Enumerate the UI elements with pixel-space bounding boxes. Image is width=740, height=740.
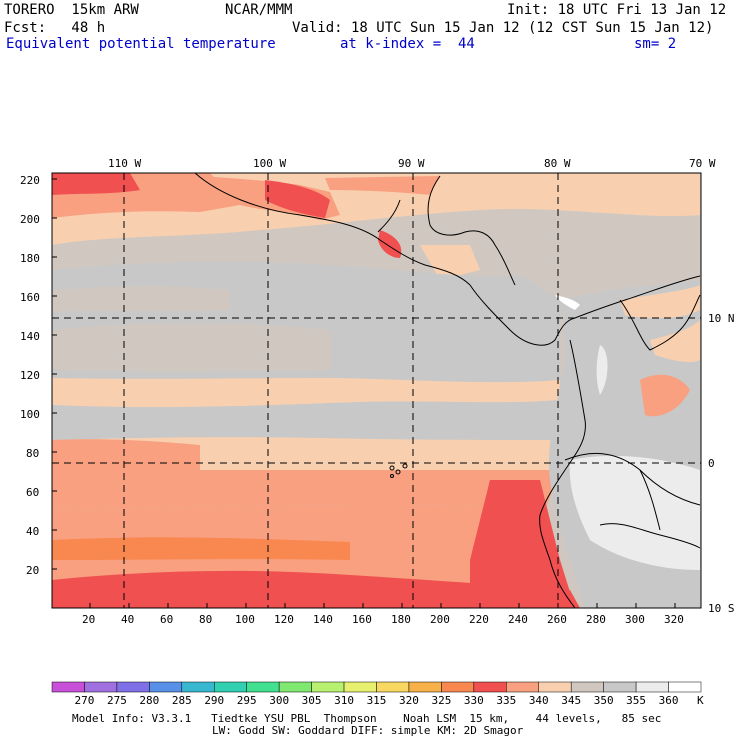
colorbar [51,681,702,693]
colorbar-swatch [149,681,183,693]
plot-frame [51,172,702,609]
lon-label-80w: 80 W [544,157,571,170]
colorbar-level-label: 350 [593,694,614,707]
lat-label-0: 0 [708,457,715,470]
colorbar-level-label: 290 [204,694,225,707]
colorbar-level-label: 300 [269,694,290,707]
colorbar-swatch [181,681,215,693]
lat-label-10n: 10 N [708,312,735,325]
colorbar-level-label: 275 [106,694,127,707]
colorbar-level-label: 295 [236,694,257,707]
model-info: Model Info: V3.3.1 Tiedtke YSU PBL Thomp… [72,712,662,725]
temperature-field [52,173,701,608]
center-name: NCAR/MMM [225,2,293,18]
valid-time: Valid: 18 UTC Sun 15 Jan 12 (12 CST Sun … [292,20,714,36]
colorbar-swatch [441,681,475,693]
colorbar-swatch [668,681,702,693]
colorbar-level-label: 315 [366,694,387,707]
colorbar-swatch [343,681,377,693]
y-tick: 20 [26,564,40,577]
x-tick: 80 [199,613,213,626]
colorbar-level-label: 360 [658,694,679,707]
x-tick: 260 [547,613,567,626]
y-tick: 160 [20,291,40,304]
colorbar-swatch [570,681,604,693]
x-tick: 240 [508,613,528,626]
colorbar-level-label: 335 [496,694,517,707]
colorbar-unit: K [697,694,704,707]
x-tick: 320 [664,613,684,626]
y-tick: 100 [20,408,40,421]
x-tick: 140 [313,613,333,626]
colorbar-swatch [246,681,280,693]
graticule [52,173,701,608]
colorbar-level-label: 345 [561,694,582,707]
x-tick: 180 [391,613,411,626]
colorbar-level-label: 310 [334,694,354,707]
y-tick: 140 [20,330,40,343]
model-name: TORERO 15km ARW [4,2,139,18]
colorbar-swatch [116,681,150,693]
colorbar-swatch [635,681,669,693]
lon-label-90w: 90 W [398,157,425,170]
colorbar-swatch [538,681,572,693]
x-tick: 220 [469,613,489,626]
colorbar-level-label: 280 [139,694,160,707]
x-tick: 160 [352,613,372,626]
x-tick: 100 [235,613,255,626]
colorbar-swatch [603,681,637,693]
colorbar-swatch [376,681,410,693]
colorbar-level-label: 320 [399,694,419,707]
colorbar-level-label: 355 [626,694,647,707]
colorbar-swatch [473,681,507,693]
field-name: Equivalent potential temperature [6,36,276,52]
lat-label-10s: 10 S [708,602,735,615]
colorbar-swatch [311,681,345,693]
colorbar-level-label: 270 [74,694,95,707]
y-tick: 60 [26,486,40,499]
y-tick: 220 [20,174,40,187]
x-tick: 280 [586,613,606,626]
lon-label-70w: 70 W [689,157,716,170]
colorbar-level-label: 330 [463,694,484,707]
colorbar-level-label: 325 [431,694,452,707]
colorbar-swatch [506,681,539,693]
y-tick: 120 [20,369,40,382]
coastlines [194,172,701,609]
init-time: Init: 18 UTC Fri 13 Jan 12 [507,2,727,18]
x-tick: 20 [82,613,96,626]
smoothing-info: sm= 2 [634,36,677,52]
colorbar-swatch [278,681,312,693]
x-tick: 40 [121,613,135,626]
forecast-hour: Fcst: 48 h [4,20,106,36]
x-tick: 300 [625,613,645,626]
x-tick: 200 [430,613,450,626]
y-tick: 80 [26,447,40,460]
physics-info: LW: Godd SW: Goddard DIFF: simple KM: 2D… [212,724,524,737]
colorbar-level-label: 305 [301,694,322,707]
y-tick: 180 [20,252,40,265]
level-info: at k-index = 44 [340,36,475,52]
x-tick: 120 [274,613,294,626]
colorbar-swatch [84,681,118,693]
lon-label-110w: 110 W [108,157,142,170]
colorbar-swatch [51,681,85,693]
colorbar-swatch [214,681,247,693]
lon-label-100w: 100 W [253,157,287,170]
y-tick: 200 [20,213,40,226]
colorbar-level-label: 340 [528,694,549,707]
x-tick: 60 [160,613,174,626]
colorbar-level-label: 285 [171,694,192,707]
colorbar-swatch [408,681,442,693]
y-tick: 40 [26,525,40,538]
